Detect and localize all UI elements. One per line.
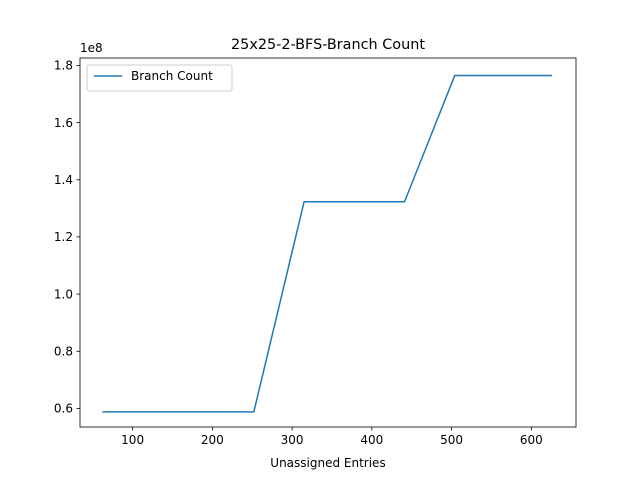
x-axis-label: Unassigned Entries xyxy=(270,456,385,470)
y-offset-label: 1e8 xyxy=(80,41,103,55)
plot-frame xyxy=(79,57,577,428)
y-tick-label: 1.0 xyxy=(54,287,73,301)
y-tick-label: 1.6 xyxy=(54,116,73,130)
y-tick-label: 1.2 xyxy=(54,230,73,244)
x-tick-label: 500 xyxy=(440,433,463,447)
legend: Branch Count xyxy=(86,64,233,92)
legend-box xyxy=(86,64,233,92)
x-tick-label: 600 xyxy=(520,433,543,447)
y-axis: 0.6 0.8 1.0 1.2 1.4 1.6 1.8 xyxy=(54,59,80,416)
x-tick-label: 200 xyxy=(201,433,224,447)
data-layer xyxy=(102,74,553,413)
x-tick-label: 300 xyxy=(281,433,304,447)
y-tick-label: 0.6 xyxy=(54,402,73,416)
series-line-0 xyxy=(102,74,553,413)
legend-label: Branch Count xyxy=(131,69,213,83)
y-tick-label: 1.4 xyxy=(54,173,73,187)
x-axis: 100 200 300 400 500 600 xyxy=(121,427,543,447)
plot-area xyxy=(79,57,577,428)
x-tick-label: 400 xyxy=(360,433,383,447)
chart-title: 25x25-2-BFS-Branch Count xyxy=(231,37,425,53)
y-tick-label: 0.8 xyxy=(54,345,73,359)
x-tick-label: 100 xyxy=(121,433,144,447)
y-tick-label: 1.8 xyxy=(54,59,73,73)
